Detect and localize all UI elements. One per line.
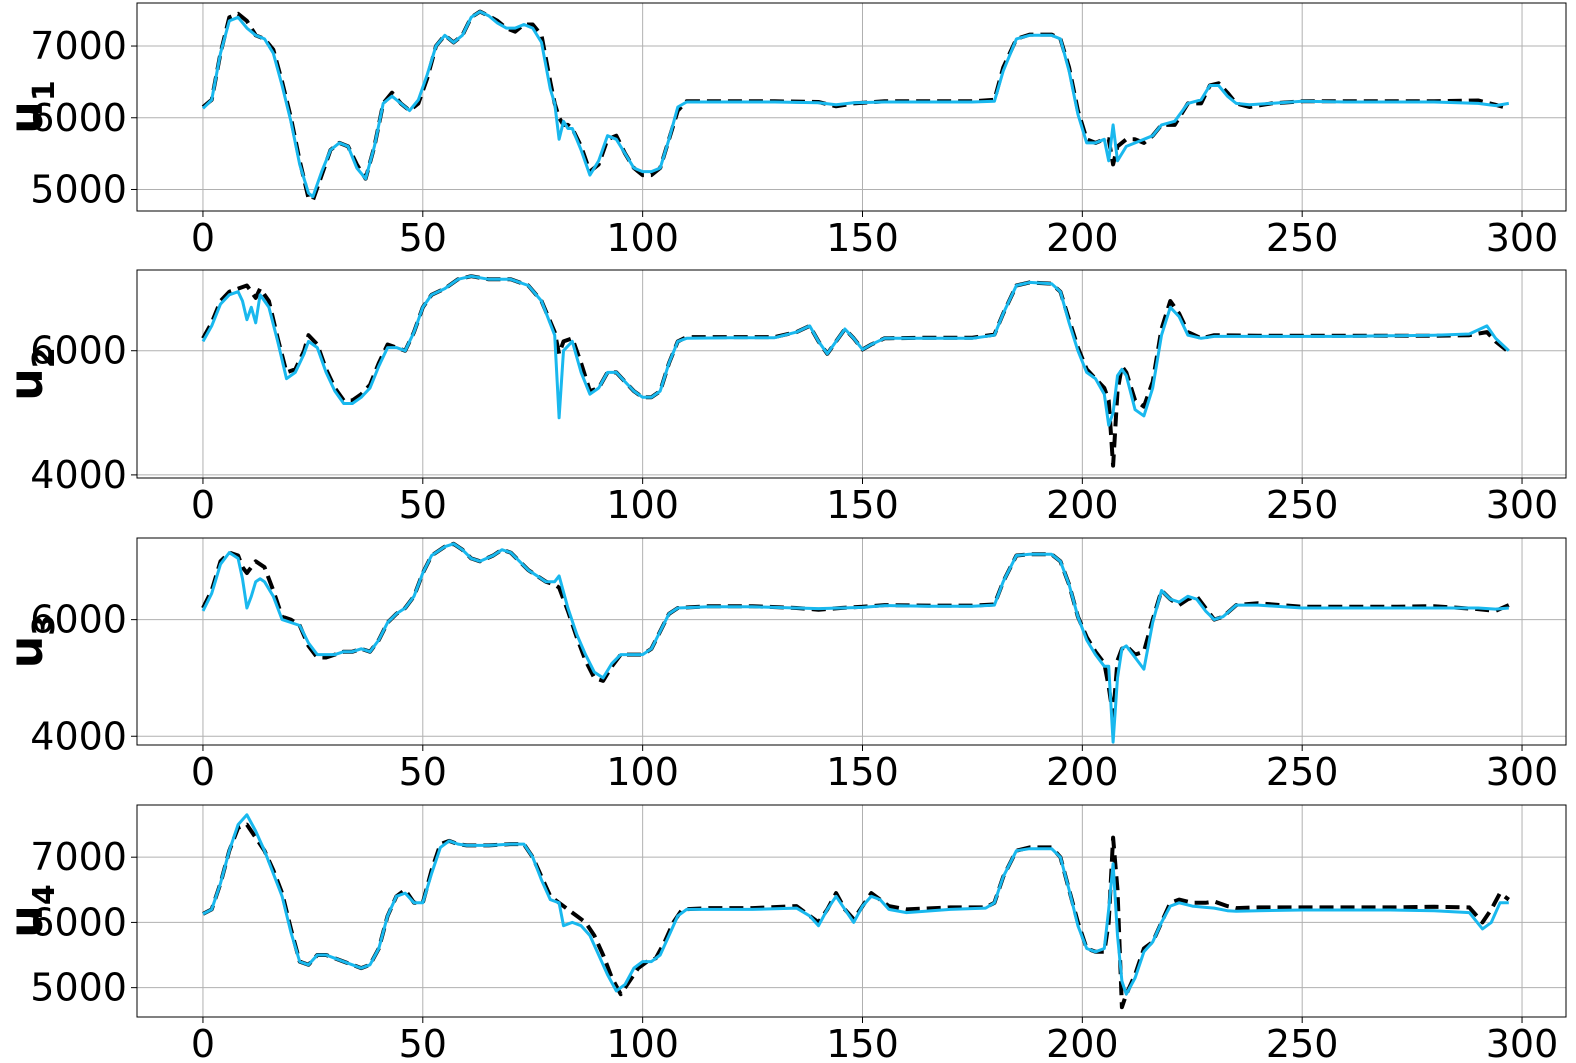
x-tick-label: 0 bbox=[191, 216, 215, 260]
x-tick-label: 100 bbox=[606, 750, 679, 794]
x-tick-label: 200 bbox=[1046, 216, 1119, 260]
x-tick-label: 200 bbox=[1046, 483, 1119, 527]
y-tick-label: 6000 bbox=[30, 329, 127, 373]
x-tick-label: 300 bbox=[1486, 750, 1559, 794]
y-tick-label: 5000 bbox=[30, 167, 127, 211]
x-tick-label: 300 bbox=[1486, 216, 1559, 260]
y-axis-label: u4 bbox=[0, 884, 62, 938]
x-tick-label: 50 bbox=[399, 483, 447, 527]
x-tick-label: 200 bbox=[1046, 1022, 1119, 1063]
x-tick-label: 100 bbox=[606, 483, 679, 527]
x-tick-label: 150 bbox=[826, 750, 899, 794]
x-tick-label: 50 bbox=[399, 216, 447, 260]
reference-line bbox=[201, 9, 1510, 203]
y-tick-label: 5000 bbox=[30, 966, 127, 1010]
y-tick-label: 4000 bbox=[30, 714, 127, 758]
axes-frame bbox=[136, 537, 1567, 746]
y-axis-label: u3 bbox=[0, 615, 62, 669]
output-line bbox=[202, 813, 1509, 996]
reference-line bbox=[201, 541, 1510, 718]
x-tick-label: 250 bbox=[1266, 750, 1339, 794]
output-line bbox=[201, 274, 1510, 427]
x-tick-label: 300 bbox=[1486, 483, 1559, 527]
axes-frame bbox=[136, 269, 1567, 479]
axes-frame bbox=[136, 804, 1567, 1018]
reference-line bbox=[201, 274, 1511, 468]
x-tick-label: 50 bbox=[399, 750, 447, 794]
x-tick-label: 150 bbox=[826, 483, 899, 527]
output-line bbox=[201, 10, 1510, 199]
y-tick-label: 7000 bbox=[30, 835, 127, 879]
x-tick-label: 0 bbox=[191, 1022, 215, 1063]
x-tick-label: 100 bbox=[606, 216, 679, 260]
x-tick-label: 150 bbox=[826, 1022, 899, 1063]
output-line bbox=[201, 542, 1509, 744]
y-tick-label: 6000 bbox=[30, 900, 127, 944]
y-axis-label: u2 bbox=[0, 347, 62, 401]
y-tick-label: 7000 bbox=[30, 24, 127, 68]
x-tick-label: 200 bbox=[1046, 750, 1119, 794]
x-tick-label: 250 bbox=[1266, 216, 1339, 260]
x-tick-label: 100 bbox=[606, 1022, 679, 1063]
y-tick-label: 6000 bbox=[30, 96, 127, 140]
y-axis-label: u1 bbox=[0, 80, 62, 134]
y-tick-label: 4000 bbox=[30, 453, 127, 497]
x-tick-label: 0 bbox=[191, 750, 215, 794]
subplot-u4: 0 50 100 150 200 250 300 5000 6000 7000 u4 bbox=[0, 804, 1567, 1063]
axes-frame bbox=[136, 2, 1567, 212]
x-tick-label: 250 bbox=[1266, 1022, 1339, 1063]
subplot-u1: 0 50 100 150 200 250 300 5000 6000 7000 u1 bbox=[0, 2, 1567, 260]
x-tick-label: 150 bbox=[826, 216, 899, 260]
x-tick-label: 0 bbox=[191, 483, 215, 527]
x-tick-label: 300 bbox=[1486, 1022, 1559, 1063]
x-tick-label: 50 bbox=[399, 1022, 447, 1063]
x-tick-label: 250 bbox=[1266, 483, 1339, 527]
y-tick-label: 6000 bbox=[30, 598, 127, 642]
